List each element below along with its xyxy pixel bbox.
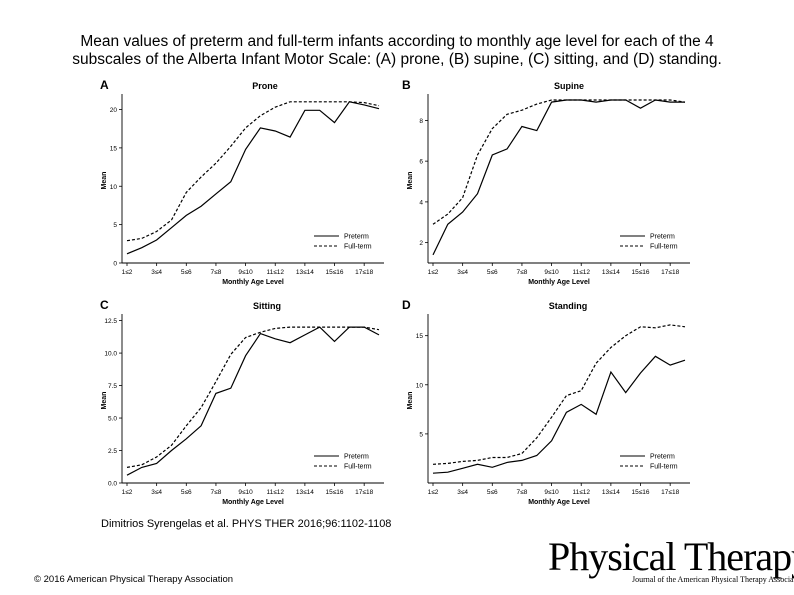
legend-label-preterm: Preterm [344, 234, 369, 241]
journal-logo-subtitle: Journal of the American Physical Therapy… [632, 575, 794, 584]
y-tick-label: 4 [419, 199, 423, 206]
x-tick-label: 7≤8 [211, 489, 222, 496]
x-tick-label: 1≤2 [428, 489, 439, 496]
legend-label-full-term: Full-term [344, 464, 372, 471]
y-tick-label: 15 [416, 333, 424, 340]
legend-label-preterm: Preterm [650, 454, 675, 461]
x-tick-label: 15≤16 [632, 269, 650, 276]
y-axis-label: Mean [101, 392, 108, 410]
x-tick-label: 5≤6 [181, 489, 192, 496]
x-tick-label: 11≤12 [572, 489, 590, 496]
x-tick-label: 13≤14 [602, 489, 620, 496]
y-tick-label: 15 [110, 145, 118, 152]
x-tick-label: 11≤12 [572, 269, 590, 276]
x-tick-label: 9≤10 [544, 269, 559, 276]
y-tick-label: 8 [419, 118, 423, 125]
panel-title: Supine [554, 81, 584, 91]
x-tick-label: 1≤2 [122, 269, 133, 276]
panel-title: Prone [252, 81, 278, 91]
y-tick-label: 6 [419, 159, 423, 166]
y-tick-label: 0 [113, 261, 117, 268]
x-axis-label: Monthly Age Level [528, 499, 590, 506]
x-tick-label: 17≤18 [355, 269, 373, 276]
copyright: © 2016 American Physical Therapy Associa… [34, 574, 234, 585]
x-tick-label: 3≤4 [151, 269, 162, 276]
series-line-preterm [432, 99, 685, 256]
y-axis-label: Mean [407, 172, 414, 190]
x-axis-label: Monthly Age Level [222, 279, 284, 286]
x-tick-label: 1≤2 [428, 269, 439, 276]
panel-letter: B [402, 78, 411, 92]
series-line-preterm [432, 355, 686, 474]
x-tick-label: 9≤10 [238, 269, 253, 276]
series-line-full-term [126, 326, 380, 468]
y-axis-label: Mean [407, 392, 414, 410]
x-tick-label: 5≤6 [487, 269, 498, 276]
panel-a: A Prone 0 5 10 15 20 1≤2 3≤4 5≤6 7≤8 9≤10 11≤12 13≤14… [100, 78, 384, 286]
x-tick-label: 1≤2 [122, 489, 133, 496]
x-tick-label: 7≤8 [211, 269, 222, 276]
x-tick-label: 5≤6 [487, 489, 498, 496]
x-axis-label: Monthly Age Level [528, 279, 590, 286]
x-tick-label: 13≤14 [602, 269, 620, 276]
x-tick-label: 7≤8 [517, 269, 528, 276]
x-tick-label: 17≤18 [661, 269, 679, 276]
x-tick-label: 3≤4 [151, 489, 162, 496]
panel-d: D Standing 5 10 15 1≤2 3≤4 5≤6 7≤8 9≤10 11≤12 13≤14… [402, 298, 690, 506]
panel-letter: A [100, 78, 109, 92]
y-tick-label: 10 [416, 382, 424, 389]
y-tick-label: 2.5 [108, 448, 117, 455]
panel-letter: C [100, 298, 109, 312]
y-tick-label: 5.0 [108, 416, 117, 423]
y-tick-label: 5 [113, 222, 117, 229]
x-tick-label: 15≤16 [326, 489, 344, 496]
y-tick-label: 10.0 [104, 351, 117, 358]
y-tick-label: 0.0 [108, 481, 117, 488]
x-tick-label: 9≤10 [238, 489, 253, 496]
journal-logo-title: Physical Therapy [548, 534, 794, 579]
citation: Dimitrios Syrengelas et al. PHYS THER 20… [101, 518, 392, 530]
slide-title: Mean values of preterm and full-term inf… [20, 33, 774, 69]
y-tick-label: 2 [419, 240, 423, 247]
panel-letter: D [402, 298, 411, 312]
series-line-preterm [126, 326, 380, 476]
figure-four-panels: A Prone 0 5 10 15 20 1≤2 3≤4 5≤6 7≤8 9≤10 11≤12 13≤14… [100, 78, 690, 506]
panel-b: B Supine 2 4 6 8 1≤2 3≤4 5≤6 7≤8 9≤10 11≤12 13≤14 15≤… [402, 78, 690, 286]
y-tick-label: 5 [419, 431, 423, 438]
panel-title: Sitting [253, 301, 281, 311]
panel-title: Standing [549, 301, 588, 311]
y-tick-label: 12.5 [104, 318, 117, 325]
legend-label-full-term: Full-term [650, 464, 678, 471]
journal-logo: Physical Therapy Journal of the American… [548, 535, 794, 590]
slide-title-line-2: subscales of the Alberta Infant Motor Sc… [72, 51, 722, 68]
x-tick-label: 3≤4 [457, 489, 468, 496]
y-tick-label: 7.5 [108, 383, 117, 390]
x-tick-label: 15≤16 [632, 489, 650, 496]
x-tick-label: 11≤12 [266, 269, 284, 276]
y-tick-label: 20 [110, 107, 118, 114]
x-tick-label: 5≤6 [181, 269, 192, 276]
series-line-preterm [126, 101, 380, 255]
series-line-full-term [432, 99, 686, 225]
x-tick-label: 13≤14 [296, 489, 314, 496]
y-axis-label: Mean [101, 172, 108, 190]
legend-label-preterm: Preterm [344, 454, 369, 461]
x-axis-label: Monthly Age Level [222, 499, 284, 506]
series-line-full-term [432, 324, 686, 465]
x-tick-label: 17≤18 [661, 489, 679, 496]
legend-label-preterm: Preterm [650, 234, 675, 241]
legend-label-full-term: Full-term [650, 244, 678, 251]
slide-title-line-1: Mean values of preterm and full-term inf… [80, 33, 714, 50]
y-tick-label: 10 [110, 184, 118, 191]
x-tick-label: 13≤14 [296, 269, 314, 276]
panel-c: C Sitting 0.0 2.5 5.0 7.5 10.0 12.5 1≤2 3≤4 5≤6 7≤8… [100, 298, 384, 506]
x-tick-label: 11≤12 [266, 489, 284, 496]
x-tick-label: 15≤16 [326, 269, 344, 276]
x-tick-label: 17≤18 [355, 489, 373, 496]
x-tick-label: 3≤4 [457, 269, 468, 276]
x-tick-label: 7≤8 [517, 489, 528, 496]
series-line-full-term [126, 101, 380, 242]
x-tick-label: 9≤10 [544, 489, 559, 496]
legend-label-full-term: Full-term [344, 244, 372, 251]
